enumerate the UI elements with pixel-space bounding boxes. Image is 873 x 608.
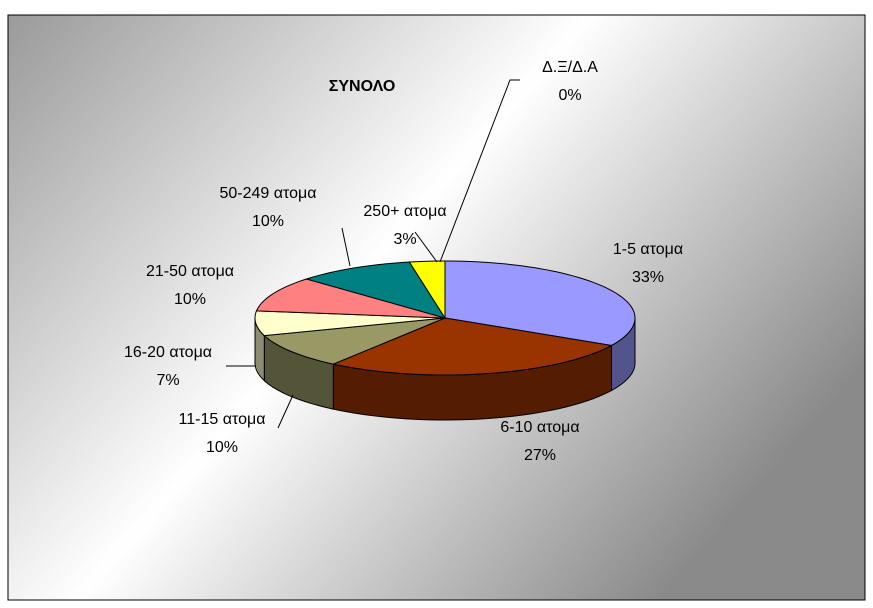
data-label-name: 1-5 ατομα <box>613 241 683 258</box>
data-label-value: 33% <box>632 269 664 286</box>
data-label-value: 10% <box>174 291 206 308</box>
chart-title: ΣΥΝΟΛΟ <box>329 78 396 95</box>
slice <box>331 317 614 376</box>
data-label-name: 250+ ατομα <box>363 203 446 220</box>
data-label-value: 7% <box>156 372 179 389</box>
data-label-value: 10% <box>252 213 284 230</box>
data-label-name: 21-50 ατομα <box>146 263 234 280</box>
slice <box>444 260 636 346</box>
data-label-name: 6-10 ατομα <box>500 419 579 436</box>
data-label-value: 10% <box>206 439 238 456</box>
slice <box>304 261 447 319</box>
slice <box>263 317 446 365</box>
slice <box>408 260 446 320</box>
slice <box>255 278 446 319</box>
data-label-name: Δ.Ξ/Δ.Α <box>542 59 598 76</box>
data-label-name: 16-20 ατομα <box>124 344 212 361</box>
data-label-name: 50-249 ατομα <box>220 185 317 202</box>
leader-lines <box>226 79 520 429</box>
pie <box>254 260 636 421</box>
data-label-name: 11-15 ατομα <box>179 411 266 428</box>
data-label-value: 27% <box>524 447 556 464</box>
slice <box>254 310 446 337</box>
data-label-value: 0% <box>558 87 581 104</box>
data-label-value: 3% <box>393 231 416 248</box>
